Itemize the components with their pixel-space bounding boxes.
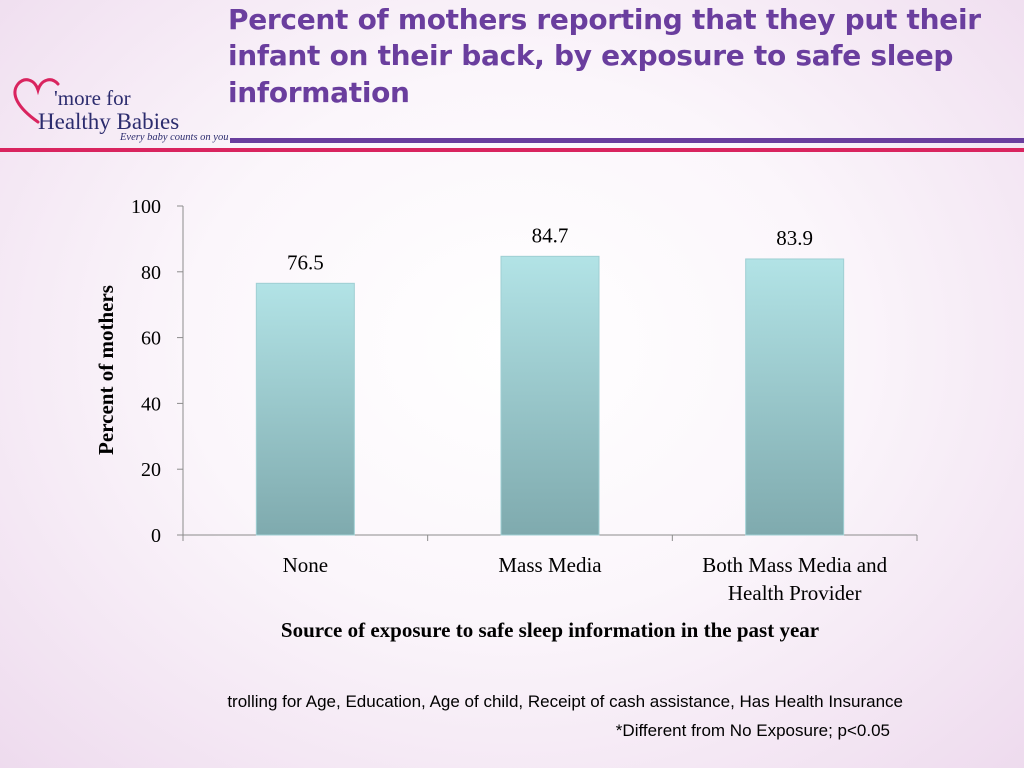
logo-tagline: Every baby counts on you — [120, 132, 229, 143]
header-divider-pink — [0, 148, 1024, 152]
data-label: 76.5 — [287, 250, 324, 274]
x-category-label: Mass Media — [498, 553, 602, 577]
footnote-controls: trolling for Age, Education, Age of chil… — [227, 692, 903, 711]
bar — [500, 255, 600, 536]
footnote-significance: *Different from No Exposure; p<0.05 — [615, 721, 890, 740]
y-tick-label: 60 — [141, 328, 161, 350]
y-tick-label: 80 — [141, 262, 161, 284]
x-category-label: Both Mass Media and — [702, 553, 887, 577]
logo-brand-line2: Healthy Babies — [38, 109, 180, 134]
y-tick-label: 40 — [141, 393, 161, 415]
title-divider-purple — [230, 138, 1024, 143]
y-axis-title: Percent of mothers — [94, 285, 118, 455]
logo: 'more for Healthy Babies Every baby coun… — [8, 72, 233, 150]
data-label: 83.9 — [776, 226, 813, 250]
y-tick-label: 0 — [151, 525, 161, 547]
logo-brand-line1: 'more for — [54, 86, 131, 110]
slide-title: Percent of mothers reporting that they p… — [228, 3, 981, 109]
x-category-label: Health Provider — [728, 581, 862, 605]
x-axis-title: Source of exposure to safe sleep informa… — [281, 618, 819, 642]
data-label: 84.7 — [532, 223, 569, 247]
y-tick-label: 20 — [141, 459, 161, 481]
y-tick-label: 100 — [131, 196, 161, 218]
bar — [745, 258, 845, 536]
bar — [255, 282, 355, 536]
x-category-label: None — [283, 553, 329, 577]
heart-logo-icon — [13, 78, 60, 124]
